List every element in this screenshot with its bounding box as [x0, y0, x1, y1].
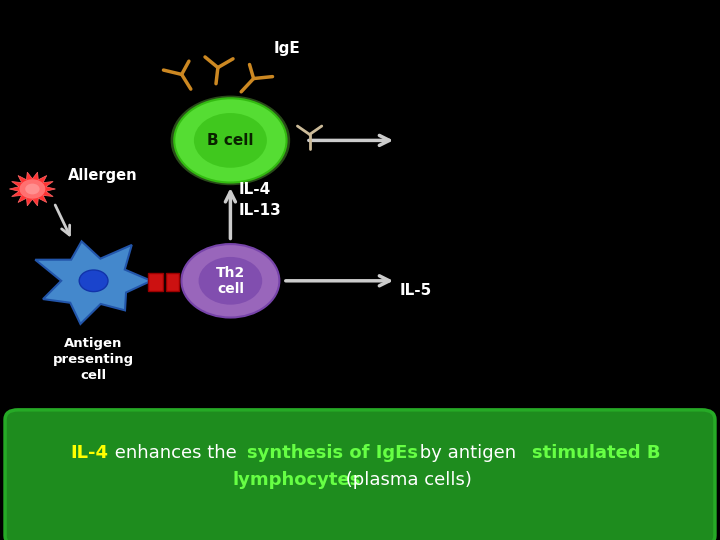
Circle shape — [79, 270, 108, 292]
Text: IL-4: IL-4 — [70, 443, 108, 462]
Circle shape — [194, 113, 267, 168]
Text: stimulated B: stimulated B — [532, 443, 660, 462]
Text: lymphocytes: lymphocytes — [233, 470, 361, 489]
Text: B cell: B cell — [207, 133, 253, 148]
Bar — [166, 273, 179, 291]
Text: enhances the: enhances the — [109, 443, 243, 462]
Text: IL-4: IL-4 — [239, 181, 271, 197]
Text: IL-13: IL-13 — [239, 203, 282, 218]
Circle shape — [171, 96, 290, 185]
Text: Antigen
presenting
cell: Antigen presenting cell — [53, 336, 134, 382]
FancyBboxPatch shape — [5, 410, 715, 540]
Polygon shape — [35, 241, 151, 324]
Circle shape — [25, 184, 40, 194]
Text: IL-5: IL-5 — [400, 283, 432, 298]
Text: by antigen: by antigen — [414, 443, 522, 462]
Circle shape — [19, 179, 45, 199]
Text: Allergen: Allergen — [68, 168, 138, 183]
Text: (plasma cells): (plasma cells) — [341, 470, 472, 489]
Circle shape — [199, 257, 262, 305]
Text: IgE: IgE — [274, 41, 300, 56]
Text: synthesis of IgEs: synthesis of IgEs — [247, 443, 418, 462]
Text: Th2
cell: Th2 cell — [216, 266, 245, 296]
Polygon shape — [9, 172, 55, 206]
Bar — [148, 273, 163, 291]
Circle shape — [181, 244, 279, 318]
Circle shape — [174, 98, 287, 183]
